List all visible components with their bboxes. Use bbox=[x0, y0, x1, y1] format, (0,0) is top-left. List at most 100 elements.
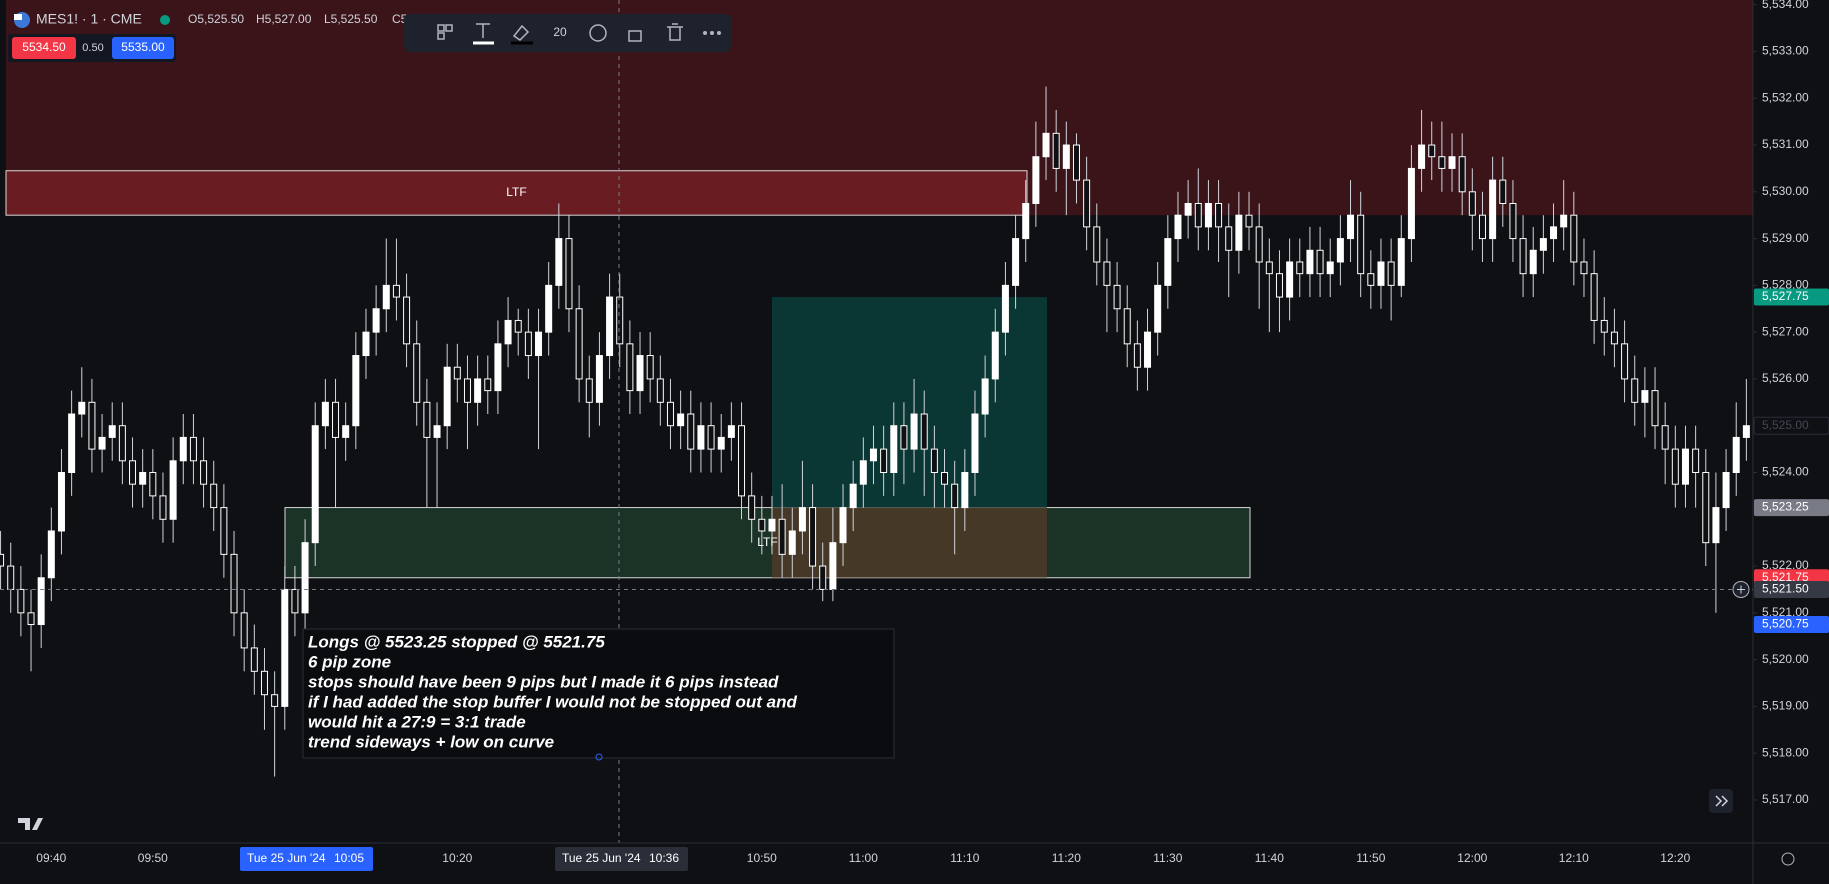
candle-body bbox=[7, 565, 15, 590]
candle-body bbox=[78, 401, 86, 415]
candle-body bbox=[1621, 343, 1629, 380]
x-tick-label: 11:00 bbox=[849, 851, 878, 865]
tool-fill[interactable] bbox=[512, 24, 530, 41]
symbol: MES1! · 1 · CME bbox=[36, 11, 142, 27]
candle-body bbox=[1306, 249, 1314, 275]
candle-body bbox=[118, 425, 126, 462]
line-width[interactable]: 20 bbox=[553, 25, 567, 39]
y-tick-label: 5,520.00 bbox=[1762, 652, 1809, 666]
candle-body bbox=[1225, 226, 1233, 251]
y-tick-label: 5,517.00 bbox=[1762, 792, 1809, 806]
candle-body bbox=[1062, 144, 1070, 169]
ohlc-low: L5,525.50 bbox=[324, 12, 378, 26]
candle-body bbox=[453, 366, 461, 380]
candle-body bbox=[595, 355, 603, 403]
x-tick-label: 11:30 bbox=[1153, 851, 1182, 865]
candle-body bbox=[271, 694, 279, 707]
candle-body bbox=[149, 471, 157, 497]
candle-body bbox=[1671, 448, 1679, 485]
marker-date: Tue 25 Jun '24 bbox=[562, 851, 641, 865]
candle-body bbox=[260, 670, 268, 696]
candle-body bbox=[1478, 214, 1486, 240]
tool-more[interactable] bbox=[710, 31, 714, 35]
toolbar-bg bbox=[404, 14, 731, 52]
candle-body bbox=[484, 378, 492, 392]
tool-lock[interactable] bbox=[628, 30, 642, 42]
candle-body bbox=[1539, 238, 1547, 251]
y-tick-label: 5,527.00 bbox=[1762, 324, 1809, 338]
candle-body bbox=[47, 530, 55, 579]
settings-icon[interactable] bbox=[1781, 852, 1795, 866]
candle-body bbox=[717, 436, 725, 450]
candle-body bbox=[1275, 273, 1283, 298]
candle-body bbox=[1732, 436, 1740, 473]
ohlc-open: O5,525.50 bbox=[188, 12, 244, 26]
candle-body bbox=[200, 460, 208, 485]
candle-body bbox=[17, 588, 25, 614]
x-tick-label: 09:40 bbox=[36, 851, 66, 865]
note-line: trend sideways + low on curve bbox=[308, 732, 554, 751]
flag-icon bbox=[14, 14, 22, 20]
candle-body bbox=[1458, 156, 1466, 193]
y-tick-label: 5,532.00 bbox=[1762, 90, 1809, 104]
candle-body bbox=[27, 612, 35, 626]
logo bbox=[18, 818, 43, 830]
tool-more[interactable] bbox=[703, 31, 707, 35]
candle-body bbox=[169, 460, 177, 520]
candle-body bbox=[849, 483, 857, 509]
candle-body bbox=[372, 308, 380, 333]
tool-text[interactable] bbox=[476, 23, 490, 38]
price-tag bbox=[1753, 416, 1829, 435]
candle-body bbox=[392, 284, 400, 298]
y-tick-label: 5,519.00 bbox=[1762, 699, 1809, 713]
candle-body bbox=[504, 319, 512, 345]
candle-body bbox=[1651, 390, 1659, 427]
candle-body bbox=[900, 425, 908, 450]
tool-more[interactable] bbox=[717, 31, 721, 35]
candle-body bbox=[382, 284, 390, 310]
candle-body bbox=[57, 471, 65, 532]
note-line: if I had added the stop buffer I would n… bbox=[308, 692, 797, 711]
candle-body bbox=[961, 471, 969, 509]
note-line: 6 pip zone bbox=[308, 652, 391, 671]
candle-body bbox=[514, 319, 522, 333]
y-tick-label: 5,521.00 bbox=[1762, 605, 1809, 619]
x-tick-label: 11:50 bbox=[1356, 851, 1385, 865]
candle-body bbox=[1042, 132, 1050, 158]
candle-body bbox=[1631, 378, 1639, 403]
candle-body bbox=[403, 296, 411, 345]
candle-body bbox=[1357, 214, 1365, 275]
price-tag-label: 5,525.00 bbox=[1762, 418, 1809, 432]
tool-objects[interactable] bbox=[445, 24, 453, 32]
candle-body bbox=[585, 378, 593, 403]
y-tick-label: 5,528.00 bbox=[1762, 278, 1809, 292]
candle-body bbox=[778, 518, 786, 555]
buy-button[interactable] bbox=[112, 37, 174, 59]
zone-label: LTF bbox=[757, 535, 777, 549]
axes: 09:40 09:50 10:20 10:50 11:00 11:10 11:20 11:30… bbox=[36, 0, 1829, 871]
tool-delete[interactable] bbox=[667, 23, 683, 41]
candle-body bbox=[535, 331, 543, 357]
position-profit bbox=[772, 297, 1047, 508]
crosshair-time-tag bbox=[240, 847, 373, 871]
tool-objects[interactable] bbox=[437, 24, 445, 32]
add-order-icon bbox=[1737, 585, 1745, 594]
note-box[interactable] bbox=[302, 628, 895, 759]
candle-body bbox=[1509, 202, 1517, 240]
spread: 0.50 bbox=[82, 42, 103, 54]
sell-button[interactable] bbox=[12, 37, 76, 59]
bid-price[interactable]: 5534.50 bbox=[22, 40, 66, 54]
tool-objects[interactable] bbox=[437, 32, 445, 40]
candle-body bbox=[1519, 238, 1527, 275]
candle-body bbox=[666, 401, 674, 427]
candle-body bbox=[321, 401, 329, 427]
note-anchor[interactable] bbox=[595, 753, 603, 761]
candle-body bbox=[352, 355, 360, 427]
y-tick-label: 5,529.00 bbox=[1762, 231, 1809, 245]
tool-settings[interactable] bbox=[589, 24, 607, 42]
candle-body bbox=[748, 495, 756, 520]
candle-body bbox=[656, 378, 664, 403]
ask-price[interactable]: 5535.00 bbox=[121, 40, 165, 54]
price-tag bbox=[1754, 499, 1829, 517]
candle-body bbox=[1499, 179, 1507, 204]
